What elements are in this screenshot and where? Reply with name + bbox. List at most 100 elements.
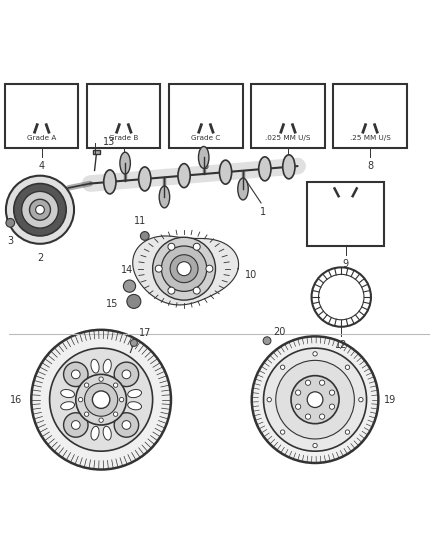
Circle shape (168, 287, 175, 294)
Circle shape (114, 362, 139, 386)
Circle shape (85, 383, 89, 387)
Ellipse shape (178, 164, 190, 188)
Ellipse shape (61, 390, 74, 398)
Circle shape (177, 262, 191, 276)
Circle shape (49, 348, 152, 451)
Text: 17: 17 (139, 328, 152, 338)
Text: 10: 10 (245, 270, 258, 280)
Circle shape (319, 414, 325, 419)
Text: 12: 12 (335, 340, 347, 350)
Circle shape (305, 414, 311, 419)
Circle shape (71, 421, 80, 430)
Circle shape (264, 348, 367, 451)
Text: Grade C: Grade C (191, 135, 221, 141)
Text: 3: 3 (7, 236, 14, 246)
Circle shape (305, 380, 311, 385)
Ellipse shape (259, 157, 271, 181)
Text: 5: 5 (121, 160, 127, 171)
Ellipse shape (128, 402, 141, 410)
Ellipse shape (219, 160, 232, 184)
Circle shape (114, 413, 139, 437)
Polygon shape (133, 236, 239, 305)
Circle shape (296, 404, 301, 409)
Text: 14: 14 (121, 265, 134, 275)
Circle shape (329, 404, 335, 409)
Circle shape (64, 362, 88, 386)
Bar (5, 84, 78, 148)
Circle shape (206, 265, 213, 272)
Circle shape (31, 330, 171, 470)
Bar (307, 182, 384, 246)
Circle shape (252, 336, 378, 463)
Circle shape (345, 430, 350, 434)
Bar (333, 84, 407, 148)
Text: 7: 7 (285, 160, 291, 171)
Text: 2: 2 (37, 253, 43, 263)
Circle shape (6, 176, 74, 244)
Circle shape (113, 383, 118, 387)
Circle shape (345, 365, 350, 369)
Text: 20: 20 (274, 327, 286, 337)
Circle shape (71, 370, 80, 379)
Circle shape (131, 340, 138, 346)
Circle shape (267, 398, 272, 402)
Ellipse shape (120, 152, 131, 174)
Ellipse shape (104, 170, 116, 194)
Bar (251, 84, 325, 148)
Ellipse shape (139, 167, 151, 191)
Bar (169, 84, 243, 148)
Text: 15: 15 (106, 298, 119, 309)
Circle shape (193, 243, 200, 251)
Circle shape (124, 280, 136, 292)
Text: 13: 13 (103, 137, 116, 147)
Circle shape (152, 237, 215, 300)
Bar (87, 84, 160, 148)
Circle shape (14, 183, 66, 236)
Circle shape (296, 390, 301, 395)
Circle shape (29, 199, 50, 220)
Circle shape (155, 265, 162, 272)
Ellipse shape (103, 359, 111, 373)
Text: Grade A: Grade A (27, 135, 57, 141)
Ellipse shape (61, 402, 74, 410)
Ellipse shape (238, 178, 248, 200)
Circle shape (141, 231, 149, 240)
Ellipse shape (91, 359, 99, 373)
Circle shape (85, 412, 89, 416)
Circle shape (120, 398, 124, 402)
Ellipse shape (159, 186, 170, 208)
Circle shape (319, 380, 325, 385)
Text: 8: 8 (367, 160, 373, 171)
Text: 18: 18 (275, 397, 287, 407)
Circle shape (313, 352, 317, 356)
Circle shape (6, 219, 14, 227)
Circle shape (21, 191, 58, 228)
Text: Grade B: Grade B (109, 135, 138, 141)
Circle shape (280, 430, 285, 434)
Circle shape (85, 383, 118, 416)
Circle shape (291, 376, 339, 424)
Circle shape (263, 337, 271, 345)
Circle shape (313, 443, 317, 448)
Circle shape (122, 370, 131, 379)
Text: .25 MM U/S: .25 MM U/S (350, 135, 391, 141)
Circle shape (99, 418, 103, 422)
Text: 6: 6 (203, 160, 209, 171)
Text: 16: 16 (10, 394, 22, 405)
Circle shape (127, 294, 141, 309)
Bar (93, 150, 100, 154)
Text: 19: 19 (384, 394, 396, 405)
Circle shape (168, 243, 175, 251)
Circle shape (170, 255, 198, 282)
Text: 1: 1 (260, 207, 266, 217)
Text: .025 MM U/S: .025 MM U/S (265, 135, 311, 141)
Ellipse shape (283, 155, 295, 179)
Circle shape (276, 360, 354, 439)
Text: 4: 4 (39, 160, 45, 171)
Circle shape (76, 374, 127, 425)
Text: 9: 9 (343, 259, 349, 269)
Circle shape (113, 412, 118, 416)
Circle shape (35, 205, 44, 214)
Circle shape (329, 390, 335, 395)
Ellipse shape (128, 390, 141, 398)
